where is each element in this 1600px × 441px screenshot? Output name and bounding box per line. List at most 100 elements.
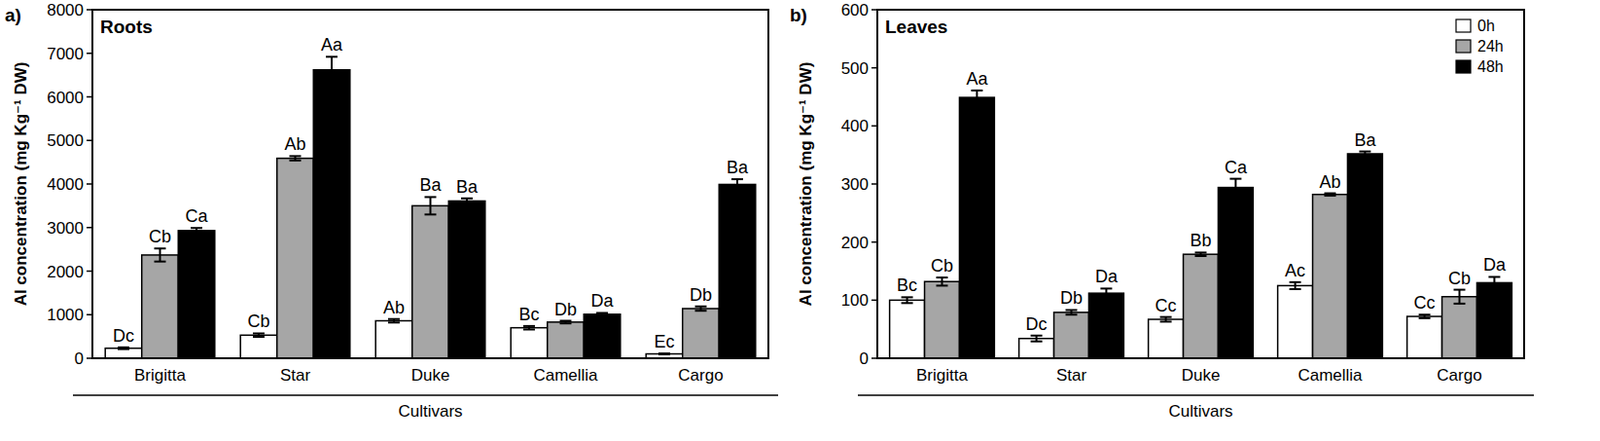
x-tick-label: Cargo bbox=[1436, 365, 1482, 385]
significance-letter: Cc bbox=[1155, 295, 1177, 316]
y-tick-label: 0 bbox=[74, 349, 84, 368]
y-tick-label: 0 bbox=[859, 349, 869, 368]
bar bbox=[1148, 319, 1184, 358]
error-bar bbox=[1324, 193, 1337, 196]
error-bar bbox=[936, 277, 949, 285]
x-tick-label: Brigitta bbox=[134, 365, 186, 385]
letters: BcDcCcAcCcCbDbBbAbCbAaDaCaBaDa bbox=[896, 69, 1507, 334]
significance-letter: Ca bbox=[185, 206, 210, 226]
plot-frame bbox=[92, 9, 769, 358]
bar bbox=[313, 70, 351, 358]
bar bbox=[1088, 292, 1124, 358]
x-tick-label: Duke bbox=[411, 365, 451, 385]
legend-swatch bbox=[1456, 60, 1471, 73]
bar bbox=[277, 158, 315, 358]
error-bar bbox=[1289, 282, 1302, 289]
significance-letter: Ba bbox=[419, 175, 442, 195]
bar bbox=[959, 97, 995, 358]
y-tick-label: 100 bbox=[841, 290, 869, 310]
letters: DcCbAbBcEcCbAbBaDbDbCaAaBaDaBa bbox=[112, 35, 749, 352]
error-bar bbox=[289, 155, 302, 160]
error-bar bbox=[325, 56, 338, 83]
legend: 0h24h48h bbox=[1456, 17, 1504, 75]
bars bbox=[105, 56, 756, 358]
error-bar bbox=[523, 325, 535, 330]
legend-label: 24h bbox=[1477, 37, 1504, 55]
bar bbox=[105, 348, 143, 358]
significance-letter: Ca bbox=[1224, 157, 1248, 178]
significance-letter: Bc bbox=[518, 304, 539, 324]
significance-letter: Ba bbox=[1353, 130, 1377, 150]
significance-letter: Db bbox=[554, 299, 577, 320]
x-tick-label: Camellia bbox=[1297, 365, 1363, 385]
error-bar bbox=[970, 90, 983, 105]
y-tick-label: 7000 bbox=[46, 44, 84, 64]
y-tick-label: 4000 bbox=[46, 175, 84, 194]
error-bar bbox=[388, 319, 400, 323]
significance-letter: Ab bbox=[284, 134, 306, 154]
error-bar bbox=[596, 312, 608, 316]
panel-title: Leaves bbox=[885, 16, 948, 37]
significance-letter: Dc bbox=[1026, 314, 1048, 334]
bar bbox=[510, 327, 548, 358]
bar bbox=[412, 205, 450, 358]
plot-frame bbox=[877, 9, 1525, 358]
error-bar bbox=[1160, 317, 1173, 322]
x-tick-label: Star bbox=[280, 365, 312, 385]
x-tick-label: Brigitta bbox=[916, 365, 968, 385]
bar bbox=[889, 299, 925, 358]
bar bbox=[375, 320, 413, 358]
significance-letter: Bb bbox=[1189, 230, 1211, 250]
significance-letter: Bc bbox=[896, 275, 918, 295]
x-bracket bbox=[857, 393, 1534, 396]
y-tick-label: 400 bbox=[841, 116, 869, 136]
bar bbox=[448, 200, 486, 358]
bar bbox=[1278, 284, 1314, 358]
bar bbox=[547, 321, 585, 358]
significance-letter: Dc bbox=[112, 325, 135, 346]
error-bar bbox=[117, 347, 130, 350]
error-bar bbox=[1488, 276, 1500, 288]
x-tick-label: Camellia bbox=[533, 365, 599, 385]
legend-label: 0h bbox=[1477, 17, 1495, 35]
legend-swatch bbox=[1456, 19, 1471, 33]
bar bbox=[1407, 316, 1443, 358]
bar bbox=[1019, 338, 1055, 358]
y-axis-label: Al concentration (mg Kg⁻¹ DW) bbox=[796, 62, 816, 307]
error-bar bbox=[1195, 251, 1208, 256]
error-bar bbox=[1419, 314, 1431, 319]
y-tick-label: 300 bbox=[841, 175, 869, 194]
significance-letter: Da bbox=[591, 290, 615, 311]
y-axis-label: Al concentration (mg Kg⁻¹ DW) bbox=[11, 62, 31, 307]
error-bar bbox=[1229, 178, 1242, 197]
significance-letter: Cb bbox=[148, 226, 172, 247]
error-bar bbox=[901, 296, 914, 303]
error-bar bbox=[658, 353, 671, 356]
significance-letter: Da bbox=[1483, 254, 1507, 275]
significance-letter: Ec bbox=[653, 331, 675, 352]
significance-letter: Ab bbox=[1318, 172, 1341, 192]
bar bbox=[583, 314, 621, 358]
error-bar bbox=[190, 227, 203, 233]
error-bar bbox=[461, 198, 473, 204]
significance-letter: Cc bbox=[1414, 292, 1436, 313]
y-tick-label: 1000 bbox=[46, 305, 84, 324]
error-bar bbox=[425, 196, 437, 214]
panel-title: Roots bbox=[100, 16, 153, 37]
bar bbox=[240, 334, 278, 358]
significance-letter: Ba bbox=[726, 157, 749, 178]
significance-letter: Cb bbox=[930, 255, 954, 276]
significance-letter: Ac bbox=[1284, 260, 1306, 281]
bar bbox=[1442, 296, 1478, 358]
error-bar bbox=[252, 332, 265, 337]
error-bar bbox=[1358, 151, 1371, 157]
y-tick-label: 5000 bbox=[46, 131, 84, 150]
error-bar bbox=[1100, 287, 1112, 298]
bar bbox=[177, 230, 215, 358]
error-bar bbox=[154, 248, 167, 261]
chart-root: 010002000300040005000600070008000DcCbAbB… bbox=[0, 0, 1600, 441]
bar bbox=[1054, 312, 1090, 358]
figure: 010002000300040005000600070008000DcCbAbB… bbox=[0, 0, 1600, 441]
bar bbox=[142, 254, 179, 358]
significance-letter: Da bbox=[1095, 266, 1119, 286]
